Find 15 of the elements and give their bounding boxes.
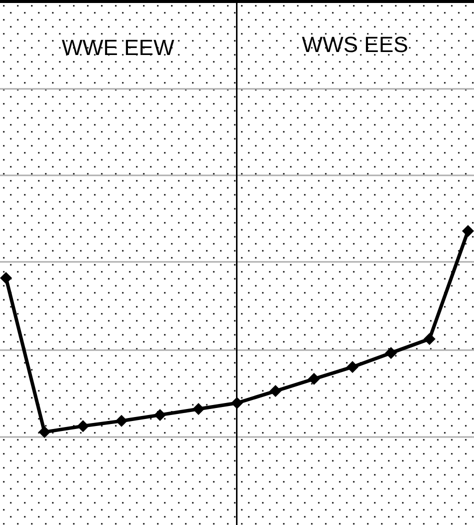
point [385,346,397,359]
point [308,372,320,385]
point [346,360,358,373]
point [0,272,12,284]
point [77,420,89,432]
text: WWE EEW [62,35,174,60]
point [462,225,474,237]
point [270,385,282,398]
point [424,332,436,345]
point [38,426,50,438]
point [154,408,166,421]
point [231,397,243,410]
point [192,402,204,415]
text: WWS EES [302,32,408,57]
point [116,414,128,427]
